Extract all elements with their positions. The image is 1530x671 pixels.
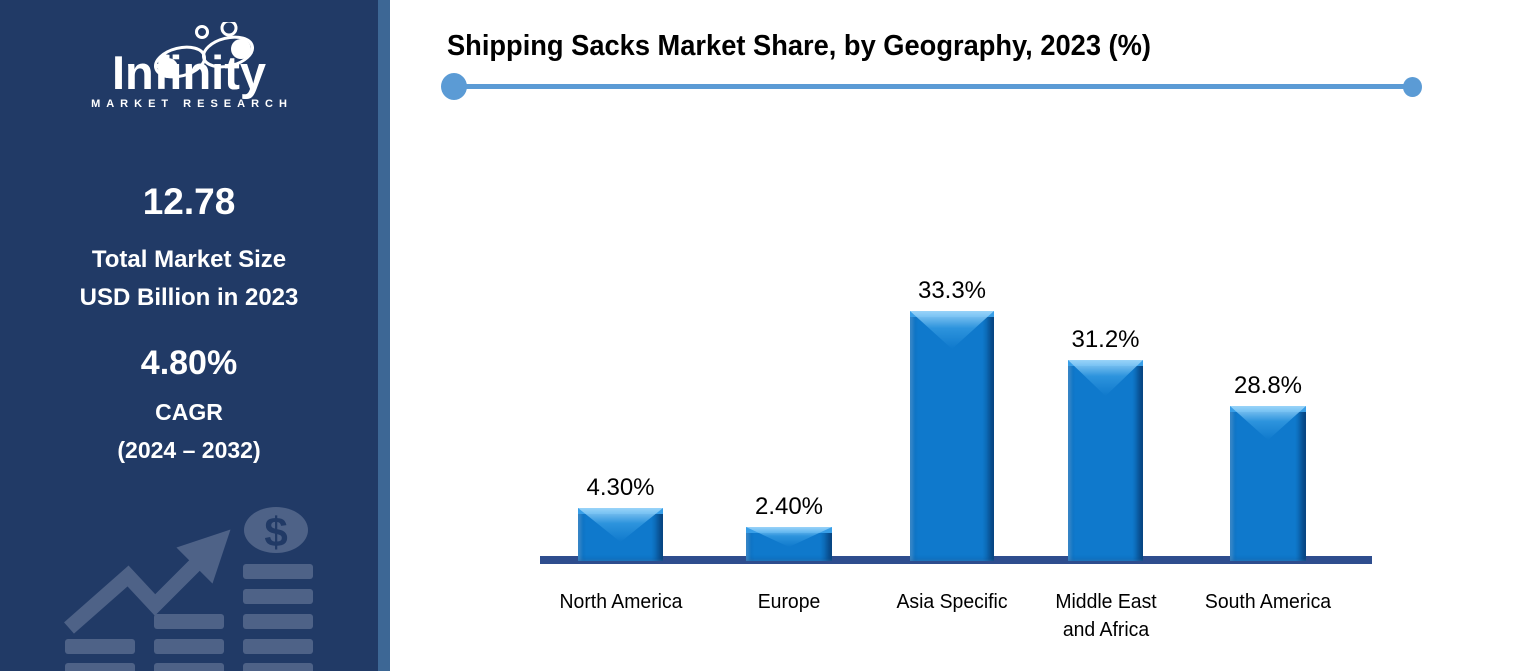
category-label-asia-specific: Asia Specific	[896, 591, 1008, 613]
growth-chart-dollar-icon: $	[64, 507, 313, 671]
category-label-europe: Europe	[757, 591, 821, 613]
value-label-middle-east-and-africa: 31.2%	[1071, 326, 1140, 353]
svg-text:$: $	[264, 509, 287, 556]
chart-panel: Shipping Sacks Market Share, by Geograph…	[390, 0, 1530, 671]
value-label-asia-specific: 33.3%	[917, 277, 987, 304]
value-label-north-america: 4.30%	[586, 474, 655, 501]
logo: Infinity MARKET RESEARCH	[0, 22, 378, 111]
bar-europe	[746, 527, 832, 561]
category-label-north-america: North America	[559, 591, 682, 613]
bar-south-america	[1230, 406, 1306, 561]
bar-middle-east-and-africa	[1068, 360, 1143, 561]
logo-subtitle: MARKET RESEARCH	[91, 98, 293, 111]
infinity-icon	[154, 22, 254, 79]
cagr-label: CAGR	[155, 399, 223, 426]
market-size-value: 12.78	[142, 181, 236, 222]
cagr-metric: 4.80% CAGR (2024 – 2032)	[0, 344, 378, 469]
value-label-south-america: 28.8%	[1233, 372, 1303, 399]
divider-right-dot-icon	[1403, 77, 1422, 97]
value-label-europe: 2.40%	[754, 493, 824, 520]
cagr-period: (2024 – 2032)	[117, 436, 261, 463]
title-divider-line	[452, 84, 1408, 89]
sidebar-accent-strip	[378, 0, 390, 671]
market-size-label-line2: USD Billion in 2023	[79, 284, 299, 312]
sidebar: Infinity MARKET RESEARCH 12.78 Total Mar…	[0, 0, 378, 671]
bar-asia-specific	[910, 311, 994, 561]
market-size-metric: 12.78 Total Market Size USD Billion in 2…	[0, 181, 378, 317]
category-label-south-america: South America	[1204, 591, 1332, 613]
category-label-middle-east-and-africa: Middle East and Africa	[1054, 591, 1157, 641]
bar-north-america	[578, 508, 663, 561]
cagr-value: 4.80%	[140, 344, 238, 382]
chart-title: Shipping Sacks Market Share, by Geograph…	[447, 30, 1151, 62]
market-size-label-line1: Total Market Size	[91, 245, 287, 273]
